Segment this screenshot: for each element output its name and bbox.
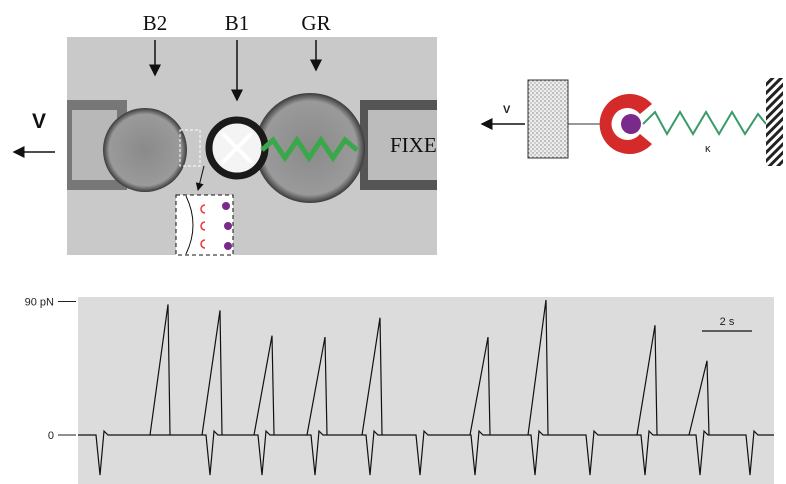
schematic-kappa: κ: [705, 143, 711, 155]
y-tick-label: 90 pN: [25, 296, 54, 308]
label-v: V: [32, 110, 46, 133]
label-gr: GR: [301, 11, 330, 35]
label-b2: B2: [143, 11, 168, 35]
micrograph: B2 B1 GR V FIXE: [14, 11, 437, 255]
schematic-v: V: [503, 104, 511, 116]
label-fixe: FIXE: [390, 133, 437, 157]
label-b1: B1: [225, 11, 250, 35]
schematic: V κ: [482, 78, 783, 166]
scale-bar-label: 2 s: [720, 316, 735, 328]
figure: B2 B1 GR V FIXE V κ 90 pN 0 2 s: [0, 0, 786, 484]
y-tick-label: 0: [48, 430, 54, 442]
force-trace: 90 pN 0 2 s: [25, 296, 774, 484]
